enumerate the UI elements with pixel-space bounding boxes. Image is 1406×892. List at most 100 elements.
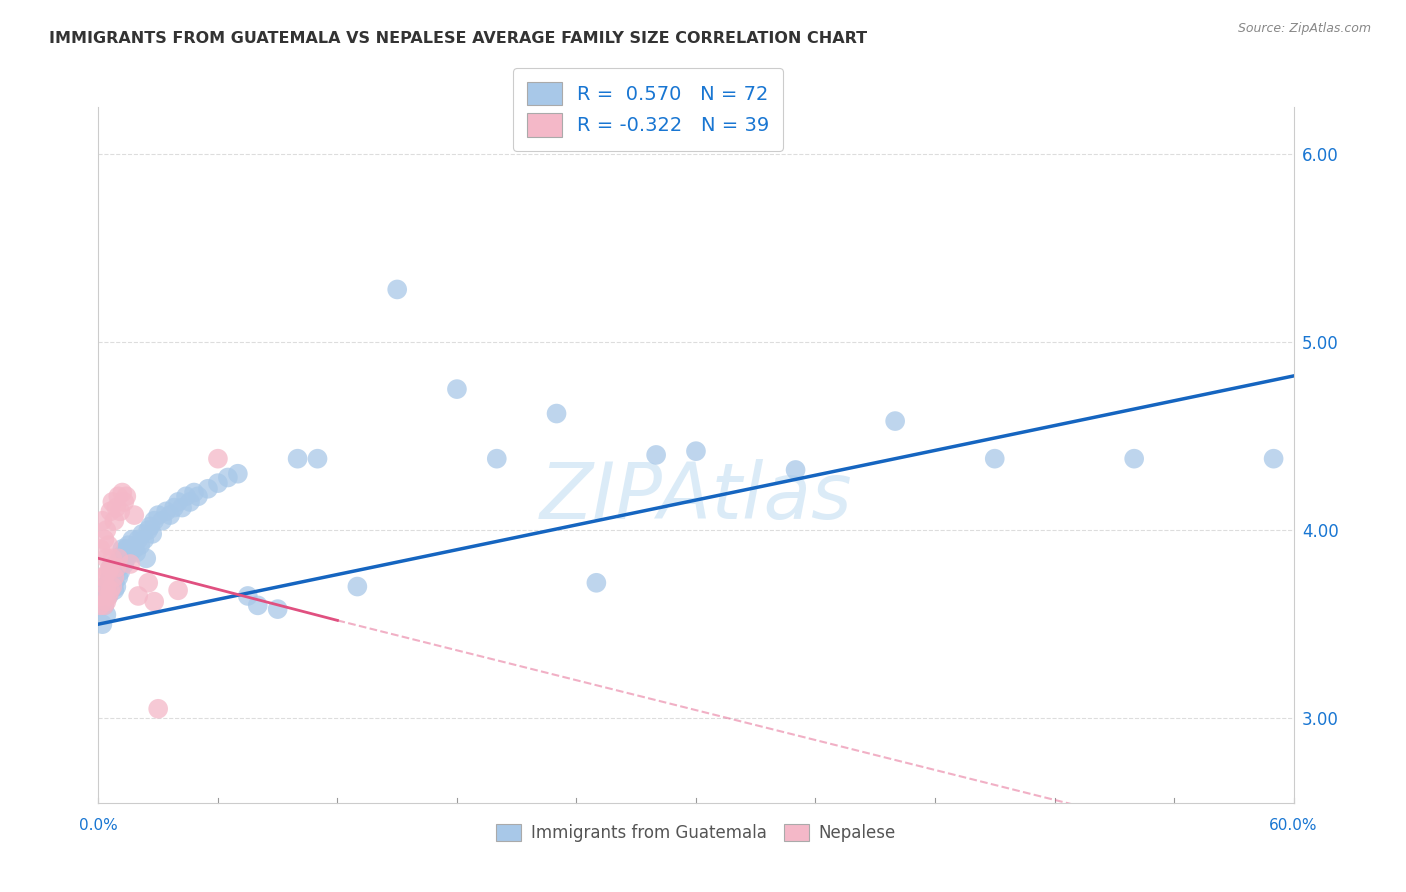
- Point: [135, 551, 157, 566]
- Point: [96, 523, 118, 537]
- Point: [124, 508, 146, 522]
- Text: ZIPAtlas: ZIPAtlas: [540, 458, 852, 534]
- Point: [105, 560, 128, 574]
- Point: [112, 495, 135, 509]
- Point: [129, 538, 152, 552]
- Point: [307, 451, 329, 466]
- Point: [93, 570, 115, 584]
- Point: [207, 451, 229, 466]
- Point: [96, 607, 118, 622]
- Point: [115, 551, 138, 566]
- Point: [101, 551, 124, 566]
- Point: [785, 463, 807, 477]
- Point: [93, 533, 115, 547]
- Point: [97, 589, 120, 603]
- Point: [93, 599, 115, 613]
- Point: [485, 451, 508, 466]
- Point: [127, 589, 149, 603]
- Point: [110, 504, 132, 518]
- Point: [207, 476, 229, 491]
- Point: [112, 557, 135, 571]
- Point: [267, 602, 290, 616]
- Point: [287, 451, 309, 466]
- Point: [96, 594, 118, 608]
- Point: [101, 495, 124, 509]
- Point: [97, 538, 120, 552]
- Point: [167, 495, 190, 509]
- Point: [174, 489, 197, 503]
- Point: [91, 617, 114, 632]
- Point: [112, 546, 135, 560]
- Point: [246, 599, 269, 613]
- Point: [1263, 451, 1285, 466]
- Point: [111, 485, 134, 500]
- Point: [217, 470, 239, 484]
- Point: [107, 570, 129, 584]
- Point: [89, 541, 111, 556]
- Point: [163, 500, 186, 515]
- Point: [110, 551, 132, 566]
- Point: [98, 570, 122, 584]
- Point: [120, 557, 142, 571]
- Point: [117, 538, 139, 552]
- Point: [101, 580, 124, 594]
- Point: [103, 570, 125, 584]
- Point: [121, 533, 143, 547]
- Text: IMMIGRANTS FROM GUATEMALA VS NEPALESE AVERAGE FAMILY SIZE CORRELATION CHART: IMMIGRANTS FROM GUATEMALA VS NEPALESE AV…: [49, 31, 868, 46]
- Point: [155, 504, 177, 518]
- Point: [111, 551, 134, 566]
- Point: [134, 533, 156, 547]
- Point: [91, 570, 114, 584]
- Point: [236, 589, 259, 603]
- Point: [124, 541, 146, 556]
- Point: [110, 565, 132, 579]
- Point: [546, 407, 568, 421]
- Point: [103, 583, 125, 598]
- Point: [98, 560, 122, 574]
- Point: [179, 495, 201, 509]
- Point: [97, 580, 120, 594]
- Point: [385, 282, 409, 296]
- Point: [96, 580, 118, 594]
- Point: [103, 575, 125, 590]
- Point: [159, 508, 181, 522]
- Point: [93, 599, 115, 613]
- Point: [141, 527, 163, 541]
- Point: [136, 523, 159, 537]
- Point: [131, 527, 153, 541]
- Text: 0.0%: 0.0%: [79, 818, 118, 833]
- Point: [98, 560, 122, 574]
- Point: [97, 589, 120, 603]
- Point: [101, 580, 124, 594]
- Point: [585, 575, 607, 590]
- Point: [120, 546, 142, 560]
- Point: [115, 541, 138, 556]
- Point: [96, 551, 118, 566]
- Point: [172, 500, 194, 515]
- Point: [183, 485, 205, 500]
- Point: [884, 414, 907, 428]
- Point: [446, 382, 468, 396]
- Point: [111, 541, 134, 556]
- Point: [91, 589, 114, 603]
- Point: [150, 514, 173, 528]
- Point: [105, 580, 128, 594]
- Point: [89, 599, 111, 613]
- Point: [105, 560, 128, 574]
- Point: [93, 580, 115, 594]
- Text: 60.0%: 60.0%: [1270, 818, 1317, 833]
- Point: [91, 514, 114, 528]
- Point: [107, 560, 129, 574]
- Point: [107, 489, 129, 503]
- Point: [98, 504, 122, 518]
- Point: [984, 451, 1007, 466]
- Point: [167, 583, 190, 598]
- Point: [1123, 451, 1146, 466]
- Point: [197, 482, 219, 496]
- Point: [101, 570, 124, 584]
- Point: [105, 500, 128, 515]
- Point: [346, 580, 368, 594]
- Point: [226, 467, 249, 481]
- Point: [148, 702, 170, 716]
- Point: [187, 489, 209, 503]
